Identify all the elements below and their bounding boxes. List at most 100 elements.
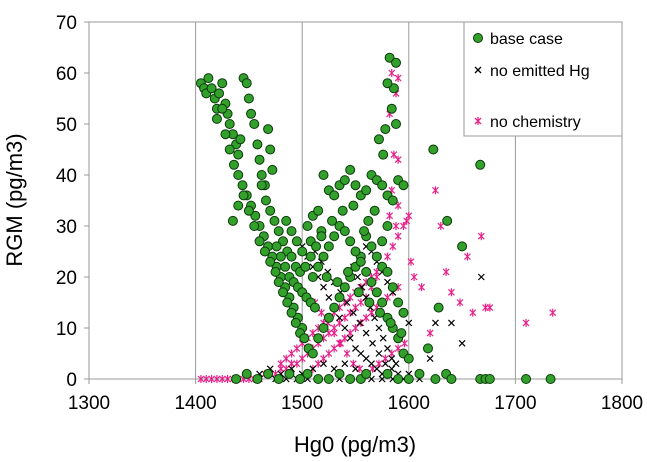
data-point-base-case (484, 374, 495, 384)
x-tick-label: 1400 (174, 393, 216, 414)
data-point-base-case (380, 124, 391, 135)
data-point-base-case (243, 205, 254, 216)
data-point-base-case (521, 374, 532, 384)
data-point-base-case (267, 164, 278, 175)
data-point-base-case (286, 307, 297, 318)
data-point-base-case (382, 368, 393, 379)
data-point-base-case (355, 256, 366, 267)
data-point-no-emitted-hg (356, 319, 364, 327)
data-point-base-case (263, 124, 274, 135)
data-point-base-case (316, 231, 327, 242)
x-axis-title: Hg0 (pg/m3) (294, 432, 416, 457)
data-point-base-case (290, 317, 301, 328)
tick-labels: 1300 1400 1500 1600 1700 1800 0 10 20 30 40 50 60 70 (56, 13, 643, 414)
data-point-no-chemistry (293, 344, 301, 353)
data-point-base-case (252, 139, 263, 150)
data-point-base-case (329, 231, 340, 242)
data-point-base-case (391, 119, 402, 129)
data-point-no-chemistry (442, 267, 450, 276)
data-point-no-chemistry (213, 375, 221, 383)
data-point-no-chemistry (218, 375, 226, 383)
data-point-no-chemistry (314, 359, 322, 368)
data-point-no-emitted-hg (432, 319, 439, 327)
data-point-no-chemistry (298, 354, 306, 363)
data-point-base-case (284, 368, 295, 379)
data-point-base-case (475, 159, 486, 170)
data-point-base-case (545, 374, 556, 384)
data-point-no-chemistry (277, 359, 285, 368)
data-point-base-case (214, 88, 225, 99)
data-point-base-case (329, 302, 340, 313)
data-point-base-case (339, 226, 350, 237)
data-point-base-case (233, 149, 244, 160)
x-tick-label: 1800 (601, 393, 643, 414)
data-point-no-emitted-hg (341, 360, 349, 368)
data-point-base-case (387, 195, 398, 206)
data-point-base-case (398, 307, 409, 318)
y-tick-label: 0 (66, 370, 77, 391)
data-point-no-emitted-hg (336, 314, 343, 322)
data-point-no-chemistry (282, 354, 290, 363)
data-point-base-case (224, 144, 235, 155)
data-point-base-case (237, 180, 248, 191)
data-point-no-chemistry (317, 308, 325, 317)
data-point-base-case (260, 195, 271, 206)
data-point-no-emitted-hg (343, 299, 351, 306)
data-point-base-case (359, 226, 370, 237)
data-point-base-case (217, 103, 228, 114)
data-point-base-case (295, 374, 306, 384)
data-point-base-case (377, 297, 388, 308)
data-point-base-case (403, 374, 414, 384)
data-point-no-chemistry (403, 216, 411, 225)
data-point-no-chemistry (357, 298, 365, 307)
data-point-no-emitted-hg (369, 339, 376, 347)
data-point-base-case (387, 282, 398, 293)
data-point-no-emitted-hg (362, 329, 370, 337)
data-point-no-chemistry (325, 349, 333, 358)
legend-marker-no-emitted-hg (474, 66, 482, 74)
data-point-no-emitted-hg (426, 355, 434, 363)
data-point-base-case (281, 215, 292, 226)
data-point-base-case (256, 180, 267, 191)
data-point-base-case (241, 78, 252, 89)
data-point-no-emitted-hg (346, 334, 354, 342)
data-point-base-case (220, 129, 231, 140)
data-point-base-case (373, 134, 384, 145)
data-point-no-chemistry (386, 211, 394, 220)
data-point-base-case (311, 241, 322, 252)
data-point-base-case (206, 83, 217, 94)
data-point-base-case (414, 368, 425, 379)
data-point-no-chemistry (394, 155, 402, 164)
y-tick-label: 20 (56, 268, 77, 289)
data-point-base-case (371, 251, 382, 262)
data-point-base-case (291, 236, 302, 247)
data-point-no-chemistry (486, 303, 494, 312)
data-point-base-case (254, 154, 265, 165)
data-point-base-case (211, 113, 222, 124)
data-point-base-case (391, 57, 402, 68)
data-point-base-case (321, 272, 332, 282)
data-point-base-case (273, 374, 284, 384)
data-point-base-case (350, 246, 361, 257)
data-point-no-chemistry (288, 349, 295, 358)
data-point-base-case (339, 282, 350, 293)
data-point-base-case (334, 368, 345, 379)
data-point-no-chemistry (224, 375, 232, 383)
data-point-no-emitted-hg (375, 324, 383, 332)
data-point-base-case (307, 272, 318, 282)
data-point-base-case (299, 333, 310, 344)
data-point-base-case (273, 277, 284, 288)
data-point-no-chemistry (392, 222, 400, 230)
y-tick-label: 60 (56, 64, 77, 85)
legend-box (463, 21, 623, 137)
data-point-base-case (313, 261, 324, 272)
data-point-no-emitted-hg (362, 355, 370, 363)
data-point-no-chemistry (389, 242, 397, 251)
data-point-base-case (345, 374, 356, 384)
data-point-no-chemistry (394, 74, 402, 83)
data-point-base-case (313, 205, 324, 216)
data-point-base-case (269, 215, 280, 226)
data-point-base-case (382, 221, 393, 231)
data-point-base-case (339, 175, 350, 186)
data-point-base-case (227, 215, 238, 226)
